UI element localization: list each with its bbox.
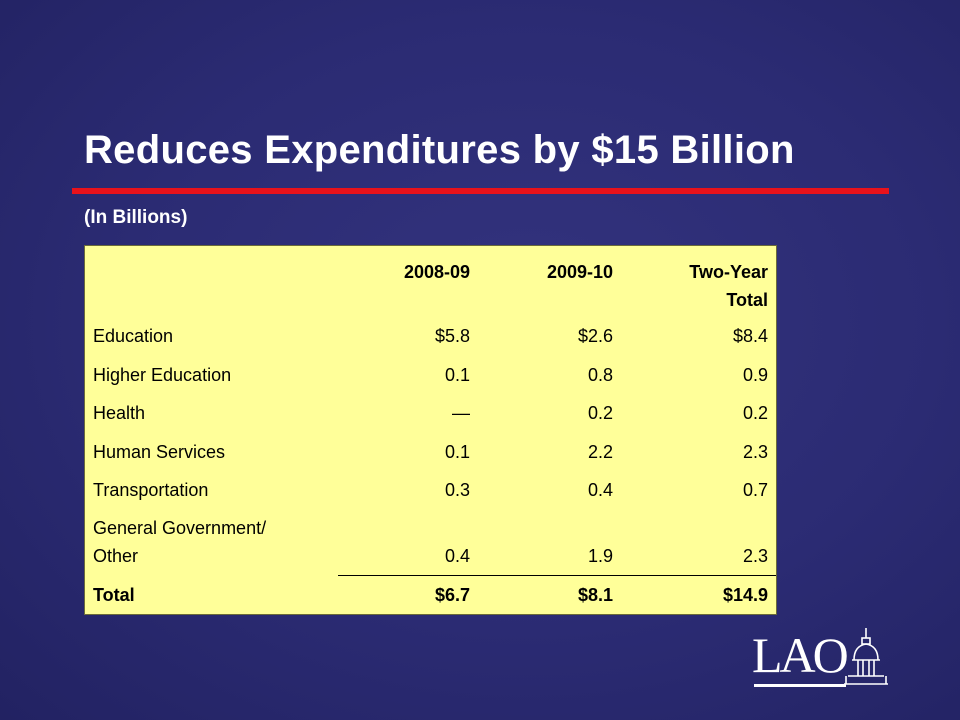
- capitol-dome-icon: [844, 628, 888, 685]
- total-divider: [338, 575, 776, 576]
- row-label-total: Total: [93, 585, 135, 605]
- table-cell: 0.1: [444, 365, 470, 385]
- table-cell: 0.2: [742, 403, 768, 423]
- table-cell: $5.8: [434, 326, 470, 346]
- row-label-education: Education: [93, 326, 174, 346]
- header-2008-09: 2008-09: [403, 262, 470, 282]
- table-cell: 1.9: [587, 546, 613, 566]
- row-label-health: Health: [93, 403, 146, 423]
- title-divider: [72, 188, 889, 194]
- header-two-year-line1: Two-Year: [689, 262, 768, 282]
- header-2009-10: 2009-10: [546, 262, 613, 282]
- table-cell: 0.8: [587, 365, 613, 385]
- table-cell: 2.2: [587, 442, 613, 462]
- row-label-other: Other: [93, 546, 139, 566]
- lao-logo: LAO: [752, 626, 892, 696]
- table-cell: 2.3: [742, 442, 768, 462]
- table-cell: $2.6: [577, 326, 613, 346]
- slide-title: Reduces Expenditures by $15 Billion: [84, 128, 795, 172]
- expenditure-table: 2008-09 2009-10 Two-Year Total Education…: [84, 245, 777, 615]
- row-label-higher-education: Higher Education: [93, 365, 232, 385]
- table-cell: $8.4: [732, 326, 768, 346]
- slide-subtitle: (In Billions): [84, 207, 188, 228]
- table-cell: 0.2: [587, 403, 613, 423]
- table-cell: $14.9: [722, 585, 768, 605]
- row-label-human-services: Human Services: [93, 442, 226, 462]
- row-label-general-government: General Government/: [93, 518, 267, 538]
- table-cell: 0.9: [742, 365, 768, 385]
- lao-logo-text: LAO: [752, 627, 849, 683]
- table-cell: $6.7: [434, 585, 470, 605]
- table-cell: 0.1: [444, 442, 470, 462]
- table-cell: $8.1: [577, 585, 613, 605]
- table-cell: 2.3: [742, 546, 768, 566]
- table-cell: —: [452, 403, 470, 423]
- table-cell: 0.4: [587, 480, 613, 500]
- lao-logo-underline: [754, 684, 846, 687]
- table-cell: 0.3: [444, 480, 470, 500]
- header-two-year-line2: Total: [726, 290, 768, 310]
- table-cell: 0.4: [444, 546, 470, 566]
- row-label-transportation: Transportation: [93, 480, 209, 500]
- table-cell: 0.7: [742, 480, 768, 500]
